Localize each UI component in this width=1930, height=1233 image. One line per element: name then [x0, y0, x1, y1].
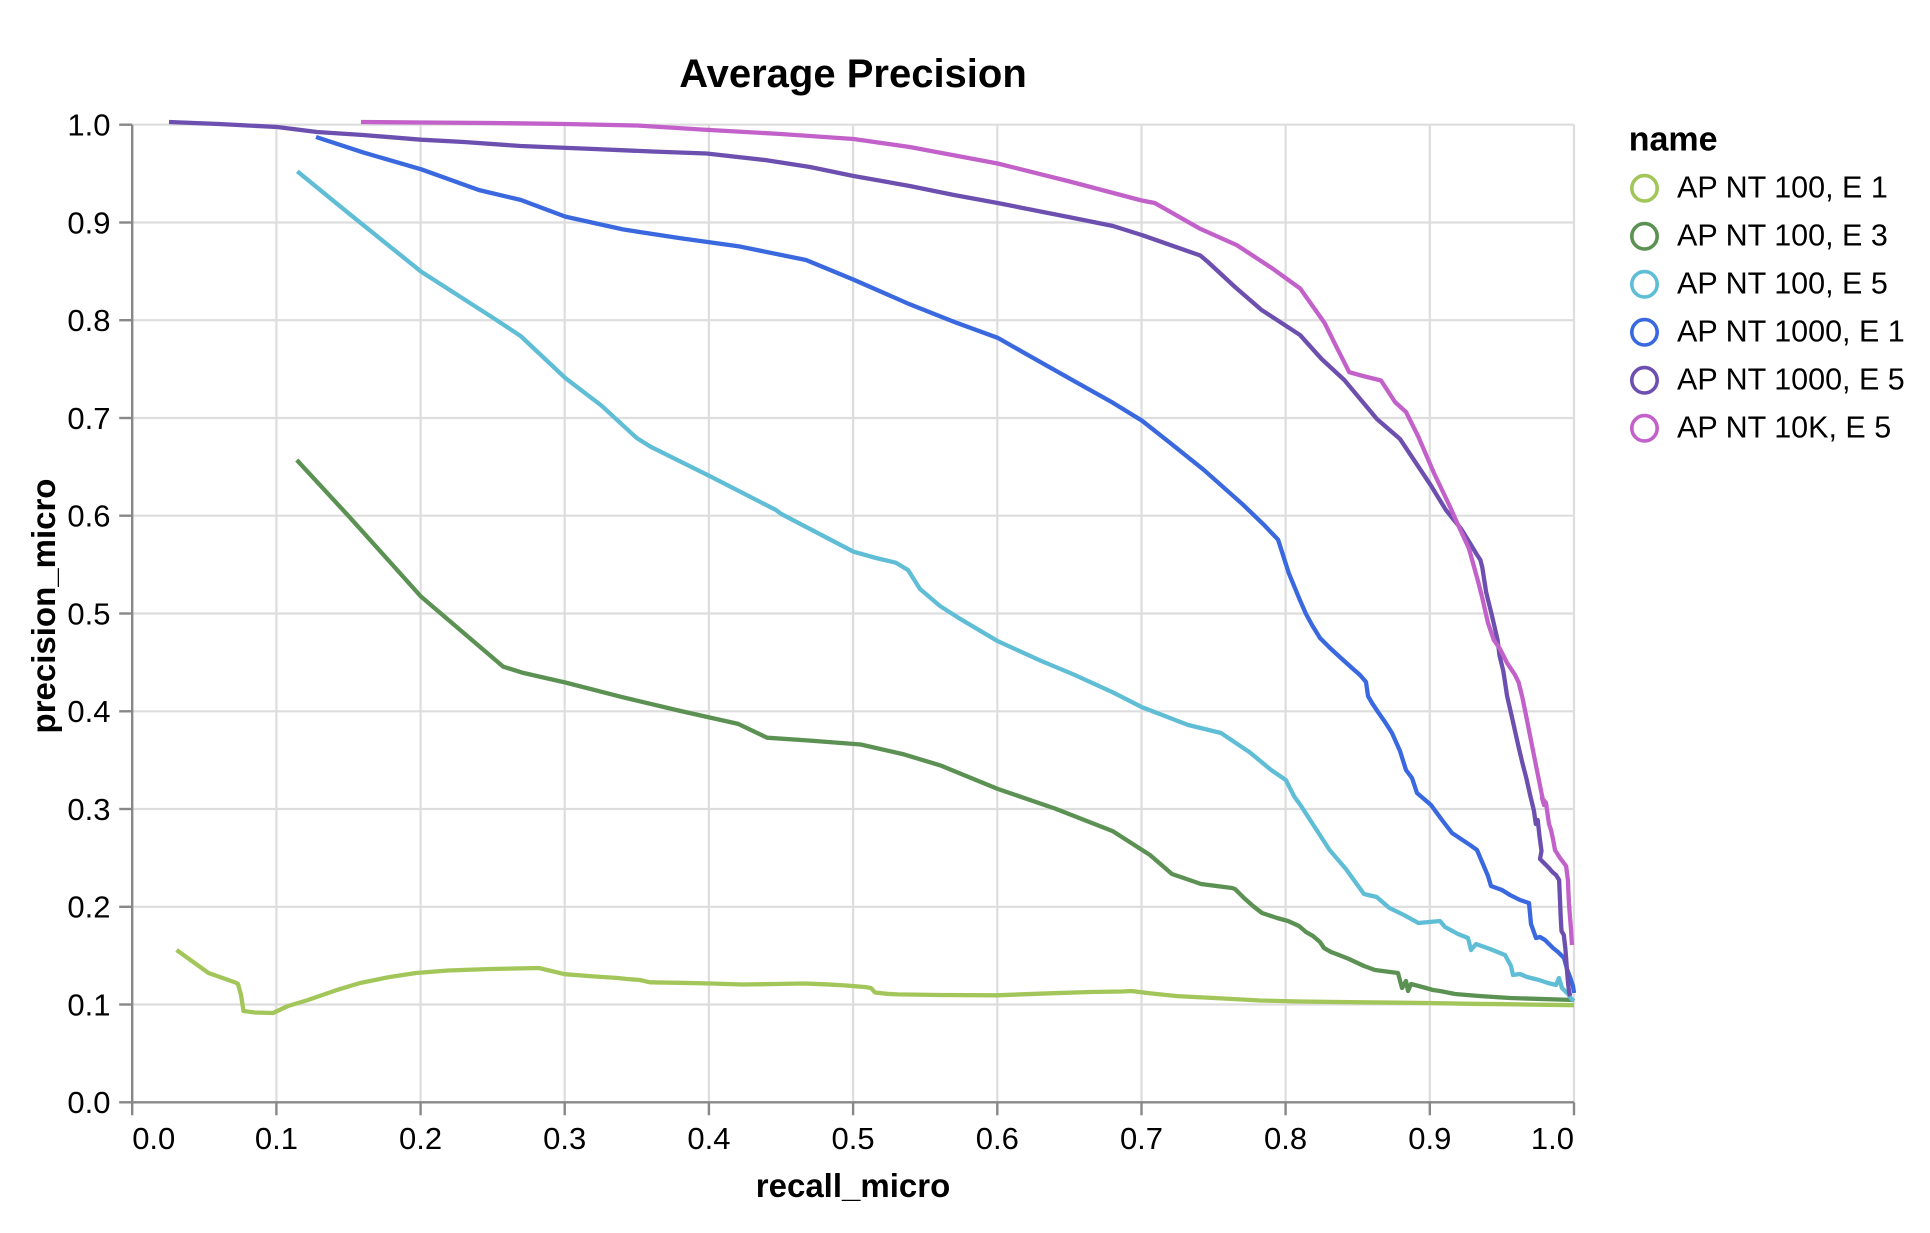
- svg-text:0.4: 0.4: [67, 694, 110, 729]
- svg-text:0.8: 0.8: [1264, 1121, 1307, 1156]
- svg-text:AP NT 10K, E 5: AP NT 10K, E 5: [1677, 411, 1891, 445]
- svg-text:0.1: 0.1: [67, 987, 110, 1022]
- svg-text:1.0: 1.0: [1531, 1121, 1574, 1156]
- svg-text:0.6: 0.6: [67, 499, 110, 534]
- svg-text:0.7: 0.7: [1120, 1121, 1163, 1156]
- svg-text:0.2: 0.2: [399, 1121, 442, 1156]
- svg-text:AP NT 100, E 5: AP NT 100, E 5: [1677, 267, 1888, 301]
- svg-text:precision_micro: precision_micro: [25, 479, 62, 734]
- svg-text:0.0: 0.0: [132, 1121, 175, 1156]
- svg-text:0.9: 0.9: [67, 205, 110, 240]
- svg-text:AP NT 1000, E 1: AP NT 1000, E 1: [1677, 315, 1905, 349]
- svg-text:AP NT 100, E 3: AP NT 100, E 3: [1677, 219, 1888, 253]
- svg-text:recall_micro: recall_micro: [756, 1167, 950, 1204]
- svg-text:0.2: 0.2: [67, 890, 110, 925]
- svg-text:0.5: 0.5: [832, 1121, 875, 1156]
- svg-text:0.1: 0.1: [255, 1121, 298, 1156]
- svg-text:0.3: 0.3: [67, 792, 110, 827]
- svg-text:0.9: 0.9: [1408, 1121, 1451, 1156]
- svg-text:0.7: 0.7: [67, 401, 110, 436]
- svg-text:name: name: [1629, 120, 1718, 158]
- svg-text:AP NT 1000, E 5: AP NT 1000, E 5: [1677, 363, 1905, 397]
- svg-text:0.4: 0.4: [687, 1121, 730, 1156]
- svg-text:AP NT 100, E 1: AP NT 100, E 1: [1677, 171, 1888, 205]
- svg-text:0.6: 0.6: [976, 1121, 1019, 1156]
- svg-text:0.5: 0.5: [67, 596, 110, 631]
- svg-text:1.0: 1.0: [67, 108, 110, 143]
- svg-text:Average Precision: Average Precision: [679, 52, 1027, 96]
- svg-text:0.8: 0.8: [67, 303, 110, 338]
- svg-text:0.3: 0.3: [543, 1121, 586, 1156]
- svg-text:0.0: 0.0: [67, 1085, 110, 1120]
